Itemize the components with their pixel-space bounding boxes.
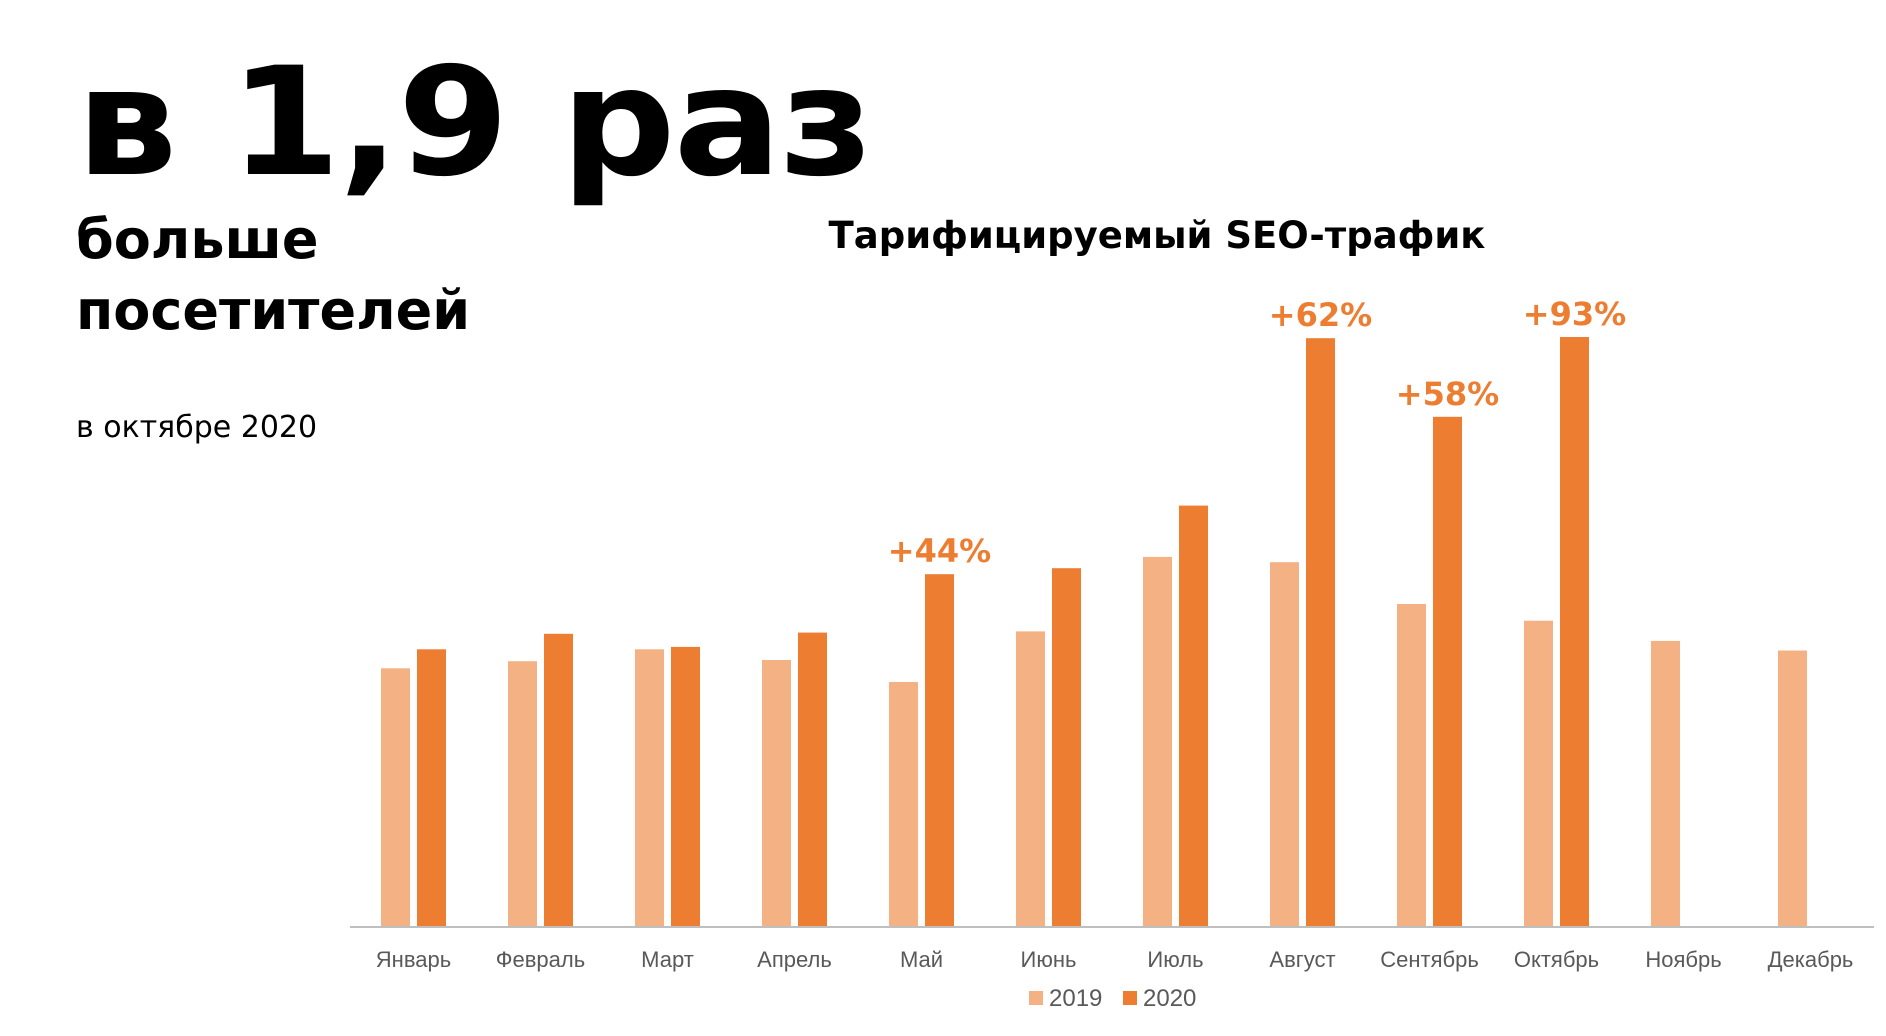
bar-2020-5 (1052, 568, 1081, 927)
x-tick-label: Январь (376, 947, 451, 972)
growth-annotation: +93% (1523, 295, 1626, 333)
bar-2019-6 (1143, 556, 1172, 927)
x-tick-label: Декабрь (1768, 947, 1854, 972)
x-tick-label: Ноябрь (1645, 947, 1721, 972)
bar-2020-2 (671, 646, 700, 927)
x-tick-label: Октябрь (1514, 947, 1599, 972)
bar-2020-3 (798, 632, 827, 927)
legend-swatch-2019 (1029, 991, 1043, 1005)
bar-2020-8 (1433, 416, 1462, 927)
bar-2019-4 (889, 682, 918, 927)
bar-2020-1 (544, 633, 573, 927)
x-tick-label: Июль (1147, 947, 1203, 972)
bar-2020-4 (925, 574, 954, 927)
bar-2020-9 (1560, 337, 1589, 927)
x-tick-label: Март (641, 947, 694, 972)
bar-2019-5 (1016, 631, 1045, 927)
date-note: в октябре 2020 (76, 410, 318, 445)
headline-subtitle: больше посетителей (76, 204, 536, 346)
x-tick-label: Сентябрь (1380, 947, 1479, 972)
x-tick-label: Май (900, 947, 943, 972)
bar-2019-11 (1778, 650, 1807, 927)
bar-2019-8 (1397, 604, 1426, 927)
subtitle-line-1: больше (76, 208, 319, 271)
bars-group (381, 337, 1807, 927)
bar-2019-2 (635, 649, 664, 927)
chart-title: Тарифицируемый SEO-трафик (829, 214, 1486, 257)
bar-2019-9 (1524, 620, 1553, 927)
x-axis-labels: Январь Февраль Март Апрель Май Июнь Июль Август… (376, 947, 1854, 972)
legend-swatch-2020 (1123, 991, 1137, 1005)
bar-2020-6 (1179, 505, 1208, 927)
bar-2020-7 (1306, 338, 1335, 927)
legend-label-2020: 2020 (1143, 985, 1196, 1012)
annotations-group: +44% +62% +58% +93% (888, 295, 1626, 570)
growth-annotation: +58% (1396, 375, 1499, 413)
x-tick-label: Апрель (757, 947, 832, 972)
x-tick-label: Август (1269, 947, 1335, 972)
bar-2019-10 (1651, 640, 1680, 927)
bar-2019-7 (1270, 562, 1299, 927)
headline-main: в 1,9 раз (76, 36, 873, 210)
x-tick-label: Февраль (496, 947, 585, 972)
subtitle-line-2: посетителей (76, 279, 471, 342)
legend-label-2019: 2019 (1049, 985, 1102, 1012)
bar-2019-3 (762, 660, 791, 927)
bar-2020-0 (417, 649, 446, 927)
chart-legend: 2019 2020 (1029, 985, 1196, 1012)
growth-annotation: +62% (1269, 296, 1372, 334)
x-tick-label: Июнь (1021, 947, 1077, 972)
growth-annotation: +44% (888, 532, 991, 570)
bar-2019-1 (508, 661, 537, 927)
bar-2019-0 (381, 668, 410, 927)
